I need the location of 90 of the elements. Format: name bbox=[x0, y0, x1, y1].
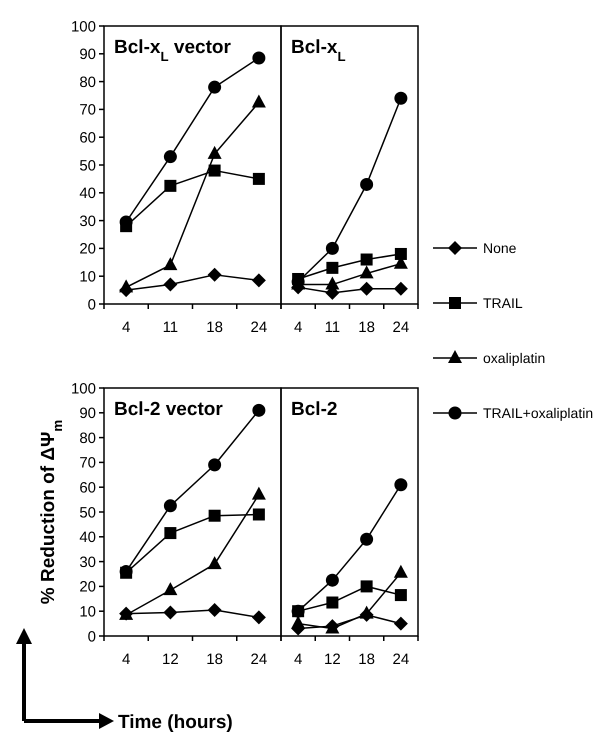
point bbox=[360, 532, 374, 546]
y-tick-label: 20 bbox=[79, 578, 96, 596]
x-tick-label: 24 bbox=[392, 651, 410, 668]
point bbox=[208, 164, 221, 177]
x-tick-label: 4 bbox=[294, 319, 302, 336]
point bbox=[208, 268, 222, 282]
point bbox=[360, 606, 374, 619]
x-tick-label: 18 bbox=[206, 319, 223, 336]
y-tick-label: 50 bbox=[79, 504, 96, 522]
y-tick-label: 100 bbox=[70, 18, 96, 36]
point bbox=[252, 404, 266, 417]
y-tick-label: 30 bbox=[79, 212, 96, 230]
point bbox=[326, 262, 338, 274]
point bbox=[360, 178, 374, 191]
text: Bcl-2 bbox=[291, 399, 338, 420]
y-tick-label: 20 bbox=[79, 240, 96, 258]
x-tick-label: 12 bbox=[162, 651, 179, 668]
point bbox=[326, 242, 339, 255]
point bbox=[394, 478, 408, 492]
x-tick-label: 24 bbox=[250, 319, 268, 336]
x-tick-label: 18 bbox=[358, 319, 375, 336]
y-tick-label: 80 bbox=[79, 74, 96, 91]
x-tick-label: 18 bbox=[206, 651, 223, 668]
point bbox=[208, 510, 221, 522]
point bbox=[164, 180, 176, 192]
y-tick-label: 60 bbox=[79, 129, 96, 146]
point bbox=[119, 279, 134, 292]
y-tick-label: 10 bbox=[79, 603, 96, 620]
point bbox=[394, 92, 408, 105]
point bbox=[394, 564, 408, 578]
y-tick-label: 70 bbox=[79, 102, 96, 119]
y-tick-label: 90 bbox=[79, 46, 96, 64]
y-tick-label: 100 bbox=[70, 380, 96, 398]
point bbox=[394, 248, 407, 260]
x-tick-label: 11 bbox=[162, 319, 178, 336]
point bbox=[163, 605, 178, 620]
point bbox=[291, 616, 306, 629]
point bbox=[326, 574, 339, 587]
point bbox=[252, 486, 266, 500]
y-tick-label: 90 bbox=[79, 405, 96, 422]
x-tick-label: 4 bbox=[122, 319, 130, 336]
point bbox=[208, 556, 222, 570]
point bbox=[252, 610, 266, 624]
text: Bcl-x$_{L}$ vector bbox=[114, 37, 232, 64]
point bbox=[360, 580, 373, 592]
x-tick-label: 4 bbox=[122, 651, 130, 668]
point bbox=[360, 265, 374, 278]
point bbox=[394, 589, 407, 602]
point bbox=[252, 273, 266, 288]
point bbox=[394, 616, 408, 631]
y-tick-label: 0 bbox=[88, 296, 96, 314]
y-tick-label: 30 bbox=[79, 554, 96, 571]
point bbox=[326, 596, 338, 609]
x-tick-label: 12 bbox=[324, 651, 341, 668]
point bbox=[164, 150, 177, 164]
point bbox=[208, 458, 222, 472]
point bbox=[252, 508, 265, 520]
legend-label: oxaliplatin bbox=[483, 350, 546, 366]
y-tick-label: 50 bbox=[79, 157, 96, 174]
point bbox=[394, 282, 408, 296]
text: Bcl-x$_{L}$ bbox=[291, 37, 346, 64]
point bbox=[208, 602, 222, 617]
point bbox=[163, 257, 178, 270]
y-tick-label: 40 bbox=[79, 185, 96, 202]
point bbox=[164, 527, 176, 540]
point bbox=[208, 80, 222, 94]
point bbox=[360, 282, 374, 296]
x-axis-title: Time (hours) bbox=[118, 712, 233, 733]
x-tick-label: 11 bbox=[324, 319, 340, 336]
x-tick-label: 24 bbox=[392, 319, 410, 336]
point bbox=[360, 254, 373, 266]
y-tick-label: 10 bbox=[79, 268, 96, 286]
y-tick-label: 40 bbox=[79, 529, 96, 546]
y-tick-label: 70 bbox=[79, 454, 96, 472]
point bbox=[252, 51, 266, 64]
y-tick-label: 0 bbox=[88, 628, 96, 646]
point bbox=[163, 582, 178, 596]
x-tick-label: 4 bbox=[294, 651, 302, 668]
y-tick-label: 80 bbox=[79, 430, 96, 447]
point bbox=[252, 172, 265, 185]
y-tick-label: 60 bbox=[79, 479, 96, 496]
point bbox=[164, 499, 177, 512]
legend-label: None bbox=[483, 240, 517, 256]
x-tick-label: 18 bbox=[358, 651, 375, 668]
legend-label: TRAIL+oxaliplatin bbox=[483, 404, 594, 421]
x-tick-label: 24 bbox=[250, 651, 268, 668]
point bbox=[163, 278, 178, 292]
legend-label: TRAIL bbox=[483, 294, 523, 311]
text: Bcl-2 vector bbox=[114, 399, 224, 420]
point bbox=[325, 276, 340, 290]
